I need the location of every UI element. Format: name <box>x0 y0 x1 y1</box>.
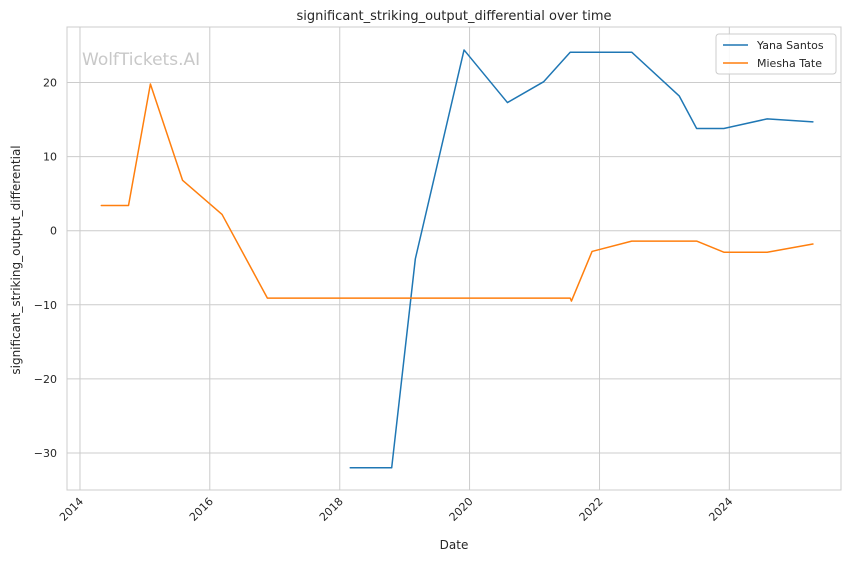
series-lines <box>100 49 814 469</box>
chart-title: significant_striking_output_differential… <box>297 9 612 24</box>
legend: Yana Santos Miesha Tate <box>715 33 837 75</box>
y-tick-label: −30 <box>34 447 57 460</box>
series-line-yana-santos <box>349 49 814 469</box>
x-axis-label: Date <box>440 538 469 552</box>
watermark: WolfTickets.AI <box>82 50 200 70</box>
y-tick-label: 10 <box>43 151 57 164</box>
y-axis-label: significant_striking_output_differential <box>9 145 23 374</box>
legend-label-miesha-tate: Miesha Tate <box>757 57 822 70</box>
y-tick-label: −10 <box>34 299 57 312</box>
series-line-miesha-tate <box>100 83 814 302</box>
y-tick-label: 20 <box>43 77 57 90</box>
y-axis-ticks: −30 −20 −10 0 10 20 <box>34 77 57 460</box>
grid <box>67 27 841 490</box>
plot-frame <box>66 26 842 491</box>
legend-box <box>715 33 837 75</box>
y-tick-label: 0 <box>50 225 57 238</box>
y-tick-label: −20 <box>34 373 57 386</box>
legend-label-yana-santos: Yana Santos <box>756 39 824 52</box>
plot-area <box>67 27 841 490</box>
